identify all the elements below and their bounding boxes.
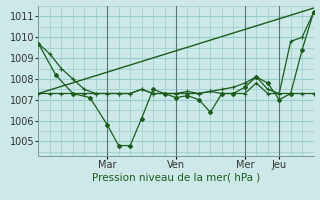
X-axis label: Pression niveau de la mer( hPa ): Pression niveau de la mer( hPa ) xyxy=(92,173,260,183)
